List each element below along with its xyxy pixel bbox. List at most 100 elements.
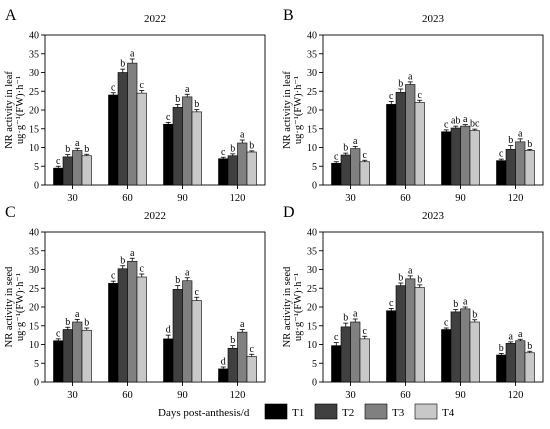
bar-t2 bbox=[340, 326, 351, 383]
bar-t1 bbox=[108, 94, 119, 186]
significance-letter: bc bbox=[470, 119, 480, 130]
y-axis-label: NR activity in seed bbox=[282, 266, 293, 348]
bar-t4 bbox=[469, 130, 480, 186]
bar-t1 bbox=[331, 345, 342, 383]
y-tick-label: 40 bbox=[307, 31, 317, 42]
significance-letter: b bbox=[398, 273, 403, 284]
bar-t3 bbox=[127, 62, 138, 186]
bar-t1 bbox=[386, 104, 397, 186]
bar-t1 bbox=[496, 160, 507, 186]
y-tick-label: 5 bbox=[34, 162, 39, 173]
significance-letter: b bbox=[527, 341, 532, 352]
bar-t1 bbox=[386, 310, 397, 383]
x-tick-label: 30 bbox=[67, 193, 78, 204]
bar-t4 bbox=[414, 102, 425, 186]
significance-letter: a bbox=[408, 265, 413, 276]
significance-letter: b bbox=[120, 59, 125, 70]
bar-t4 bbox=[524, 150, 535, 186]
y-tick-label: 30 bbox=[307, 265, 317, 276]
significance-letter: b bbox=[343, 313, 348, 324]
significance-letter: a bbox=[240, 130, 245, 141]
x-tick-label: 90 bbox=[455, 193, 466, 204]
panel-a: A 2022 NR activity in leaf ug·g⁻¹(FW)·h⁻¹ 0 5… bbox=[4, 7, 266, 204]
bar-t4 bbox=[246, 151, 257, 186]
y-tick-label: 35 bbox=[29, 246, 39, 257]
bar-t4 bbox=[524, 352, 535, 383]
significance-letter: c bbox=[195, 287, 200, 298]
significance-letter: b bbox=[453, 299, 458, 310]
bar-t3 bbox=[515, 141, 526, 186]
significance-letter: b bbox=[230, 335, 235, 346]
bar-t3 bbox=[72, 321, 83, 383]
panel-letter: A bbox=[5, 7, 17, 24]
y-tick-label: 0 bbox=[312, 378, 317, 389]
bar-t1 bbox=[441, 329, 452, 383]
significance-letter: b bbox=[194, 99, 199, 110]
bar-t4 bbox=[81, 155, 92, 186]
y-tick-label: 25 bbox=[29, 284, 39, 295]
bar-t4 bbox=[81, 329, 92, 383]
legend-swatch-t4 bbox=[414, 403, 438, 420]
significance-letter: b bbox=[508, 135, 513, 146]
significance-letter: b bbox=[65, 317, 70, 328]
x-tick-label: 30 bbox=[345, 193, 356, 204]
significance-letter: c bbox=[334, 332, 339, 343]
x-tick-label: 30 bbox=[67, 390, 78, 401]
significance-letter: c bbox=[418, 90, 423, 101]
y-tick-label: 20 bbox=[29, 106, 39, 117]
significance-letter: c bbox=[499, 149, 504, 160]
y-axis-label: NR activity in seed bbox=[4, 266, 15, 348]
bar-t2 bbox=[395, 92, 406, 186]
panel-title: 2022 bbox=[144, 13, 166, 25]
x-tick-label: 30 bbox=[345, 390, 356, 401]
y-tick-label: 15 bbox=[29, 321, 39, 332]
significance-letter: b bbox=[472, 309, 477, 320]
bar-t3 bbox=[182, 280, 193, 383]
x-tick-label: 60 bbox=[400, 390, 411, 401]
y-axis-unit: ug·g⁻¹(FW)·h⁻¹ bbox=[15, 273, 26, 341]
significance-letter: a bbox=[408, 71, 413, 82]
y-tick-label: 0 bbox=[34, 378, 39, 389]
bar-t3 bbox=[460, 125, 471, 186]
significance-letter: b bbox=[84, 318, 89, 329]
bar-t3 bbox=[350, 148, 361, 186]
significance-letter: b bbox=[499, 343, 504, 354]
bar-t2 bbox=[62, 329, 73, 383]
y-tick-label: 30 bbox=[29, 265, 39, 276]
bar-t4 bbox=[136, 276, 147, 383]
significance-letter: c bbox=[444, 318, 449, 329]
significance-letter: c bbox=[166, 112, 171, 123]
x-tick-label: 120 bbox=[230, 390, 246, 401]
x-tick-label: 90 bbox=[177, 390, 188, 401]
bar-t4 bbox=[246, 356, 257, 383]
y-tick-label: 40 bbox=[29, 31, 39, 42]
bar-t3 bbox=[182, 96, 193, 186]
y-axis-label: NR activity in leaf bbox=[4, 71, 15, 149]
bar-t2 bbox=[227, 347, 238, 383]
y-tick-label: 30 bbox=[29, 68, 39, 79]
bar-t3 bbox=[515, 340, 526, 383]
bar-t2 bbox=[340, 154, 351, 186]
bar-t2 bbox=[505, 343, 516, 383]
x-axis-label: Days post-anthesis/d bbox=[158, 407, 250, 419]
significance-letter: a bbox=[240, 319, 245, 330]
significance-letter: b bbox=[527, 139, 532, 150]
y-tick-label: 35 bbox=[307, 49, 317, 60]
significance-letter: c bbox=[111, 271, 116, 282]
significance-letter: a bbox=[509, 331, 514, 342]
bar-t2 bbox=[117, 268, 128, 383]
significance-letter: c bbox=[221, 147, 226, 158]
x-tick-label: 90 bbox=[455, 390, 466, 401]
bar-t1 bbox=[53, 167, 64, 186]
bar-t2 bbox=[450, 311, 461, 383]
y-tick-label: 25 bbox=[29, 87, 39, 98]
significance-letter: a bbox=[130, 49, 135, 60]
significance-letter: b bbox=[175, 94, 180, 105]
significance-letter: b bbox=[230, 143, 235, 154]
significance-letter: c bbox=[140, 80, 145, 91]
bar-t3 bbox=[460, 308, 471, 383]
y-tick-label: 5 bbox=[312, 162, 317, 173]
significance-letter: c bbox=[111, 82, 116, 93]
y-tick-label: 20 bbox=[29, 303, 39, 314]
bar-t1 bbox=[163, 123, 174, 186]
